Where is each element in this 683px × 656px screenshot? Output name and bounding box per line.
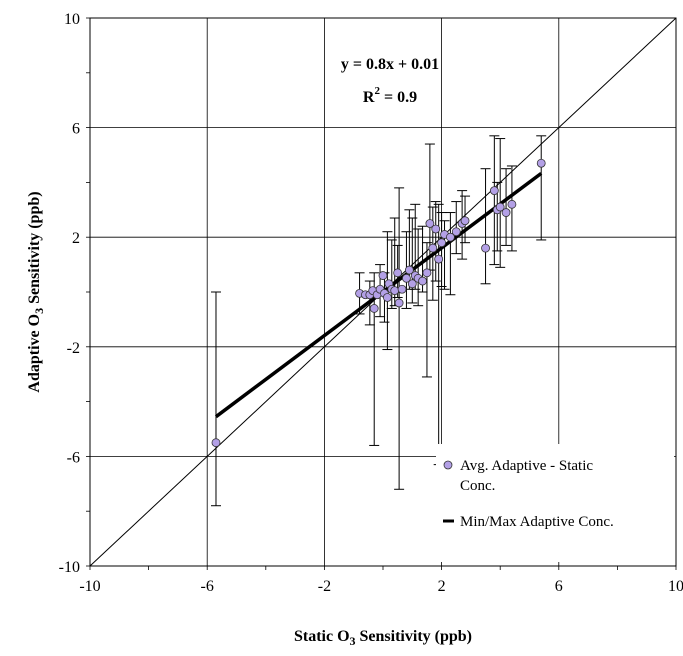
data-point-15	[394, 298, 404, 308]
y-tick-label-0: -10	[59, 559, 80, 576]
data-point-14	[393, 268, 403, 278]
data-point-33	[460, 216, 470, 226]
data-point-23	[422, 268, 432, 278]
legend-label-avg: Avg. Adaptive - Static Conc.	[460, 458, 593, 494]
y-tick-label-2: -2	[67, 340, 80, 357]
x-tick-label-4: 6	[555, 578, 563, 595]
data-point-39	[507, 199, 517, 209]
y-axis-label: Adaptive O3 Sensitivity (ppb)	[26, 191, 46, 392]
y-tick-label-5: 10	[64, 11, 80, 28]
legend: Avg. Adaptive - Static Conc. Min/Max Adap…	[436, 444, 674, 562]
plot-border	[89, 17, 677, 567]
x-tick-label-0: -10	[79, 578, 100, 595]
data-point-26	[431, 224, 441, 234]
tick-labels: -10 -6 -2 2 6 10 -10 -6 -2 2 6 10	[59, 11, 683, 595]
data-point-34	[481, 243, 490, 253]
data-point-37	[495, 202, 505, 212]
data-points	[211, 158, 546, 448]
legend-box	[436, 444, 674, 562]
data-point-30	[445, 232, 455, 242]
data-point-24	[425, 219, 435, 228]
data-point-35	[489, 186, 499, 196]
y-tick-label-4: 6	[72, 121, 80, 138]
data-point-19	[407, 279, 417, 289]
x-tick-label-3: 2	[438, 578, 446, 595]
data-point-13	[390, 286, 400, 296]
x-axis-label: Static O3 Sensitivity (ppb)	[294, 628, 472, 648]
x-tick-label-2: -2	[318, 578, 331, 595]
data-point-16	[397, 284, 407, 294]
x-tick-label-1: -6	[201, 578, 214, 595]
data-point-25	[428, 243, 438, 253]
data-point-28	[437, 238, 447, 248]
legend-marker-avg	[443, 460, 453, 470]
y-tick-label-3: 2	[72, 230, 80, 247]
data-point-18	[404, 265, 414, 275]
r-squared-label: R2 = 0.9	[363, 85, 417, 106]
data-point-10	[382, 293, 392, 302]
data-point-27	[434, 254, 444, 264]
data-point-17	[402, 273, 411, 283]
legend-label-minmax: Min/Max Adaptive Conc.	[460, 514, 614, 530]
data-point-0	[211, 438, 221, 448]
regression-equation: y = 0.8x + 0.01	[341, 56, 439, 73]
data-point-5	[369, 304, 379, 313]
x-tick-label-5: 10	[668, 578, 683, 595]
data-point-8	[378, 271, 388, 280]
data-point-22	[418, 276, 427, 286]
y-tick-label-1: -6	[67, 449, 80, 466]
data-point-31	[451, 227, 461, 237]
grid-lines	[86, 17, 677, 570]
data-point-38	[501, 208, 511, 217]
data-point-40	[536, 158, 546, 168]
